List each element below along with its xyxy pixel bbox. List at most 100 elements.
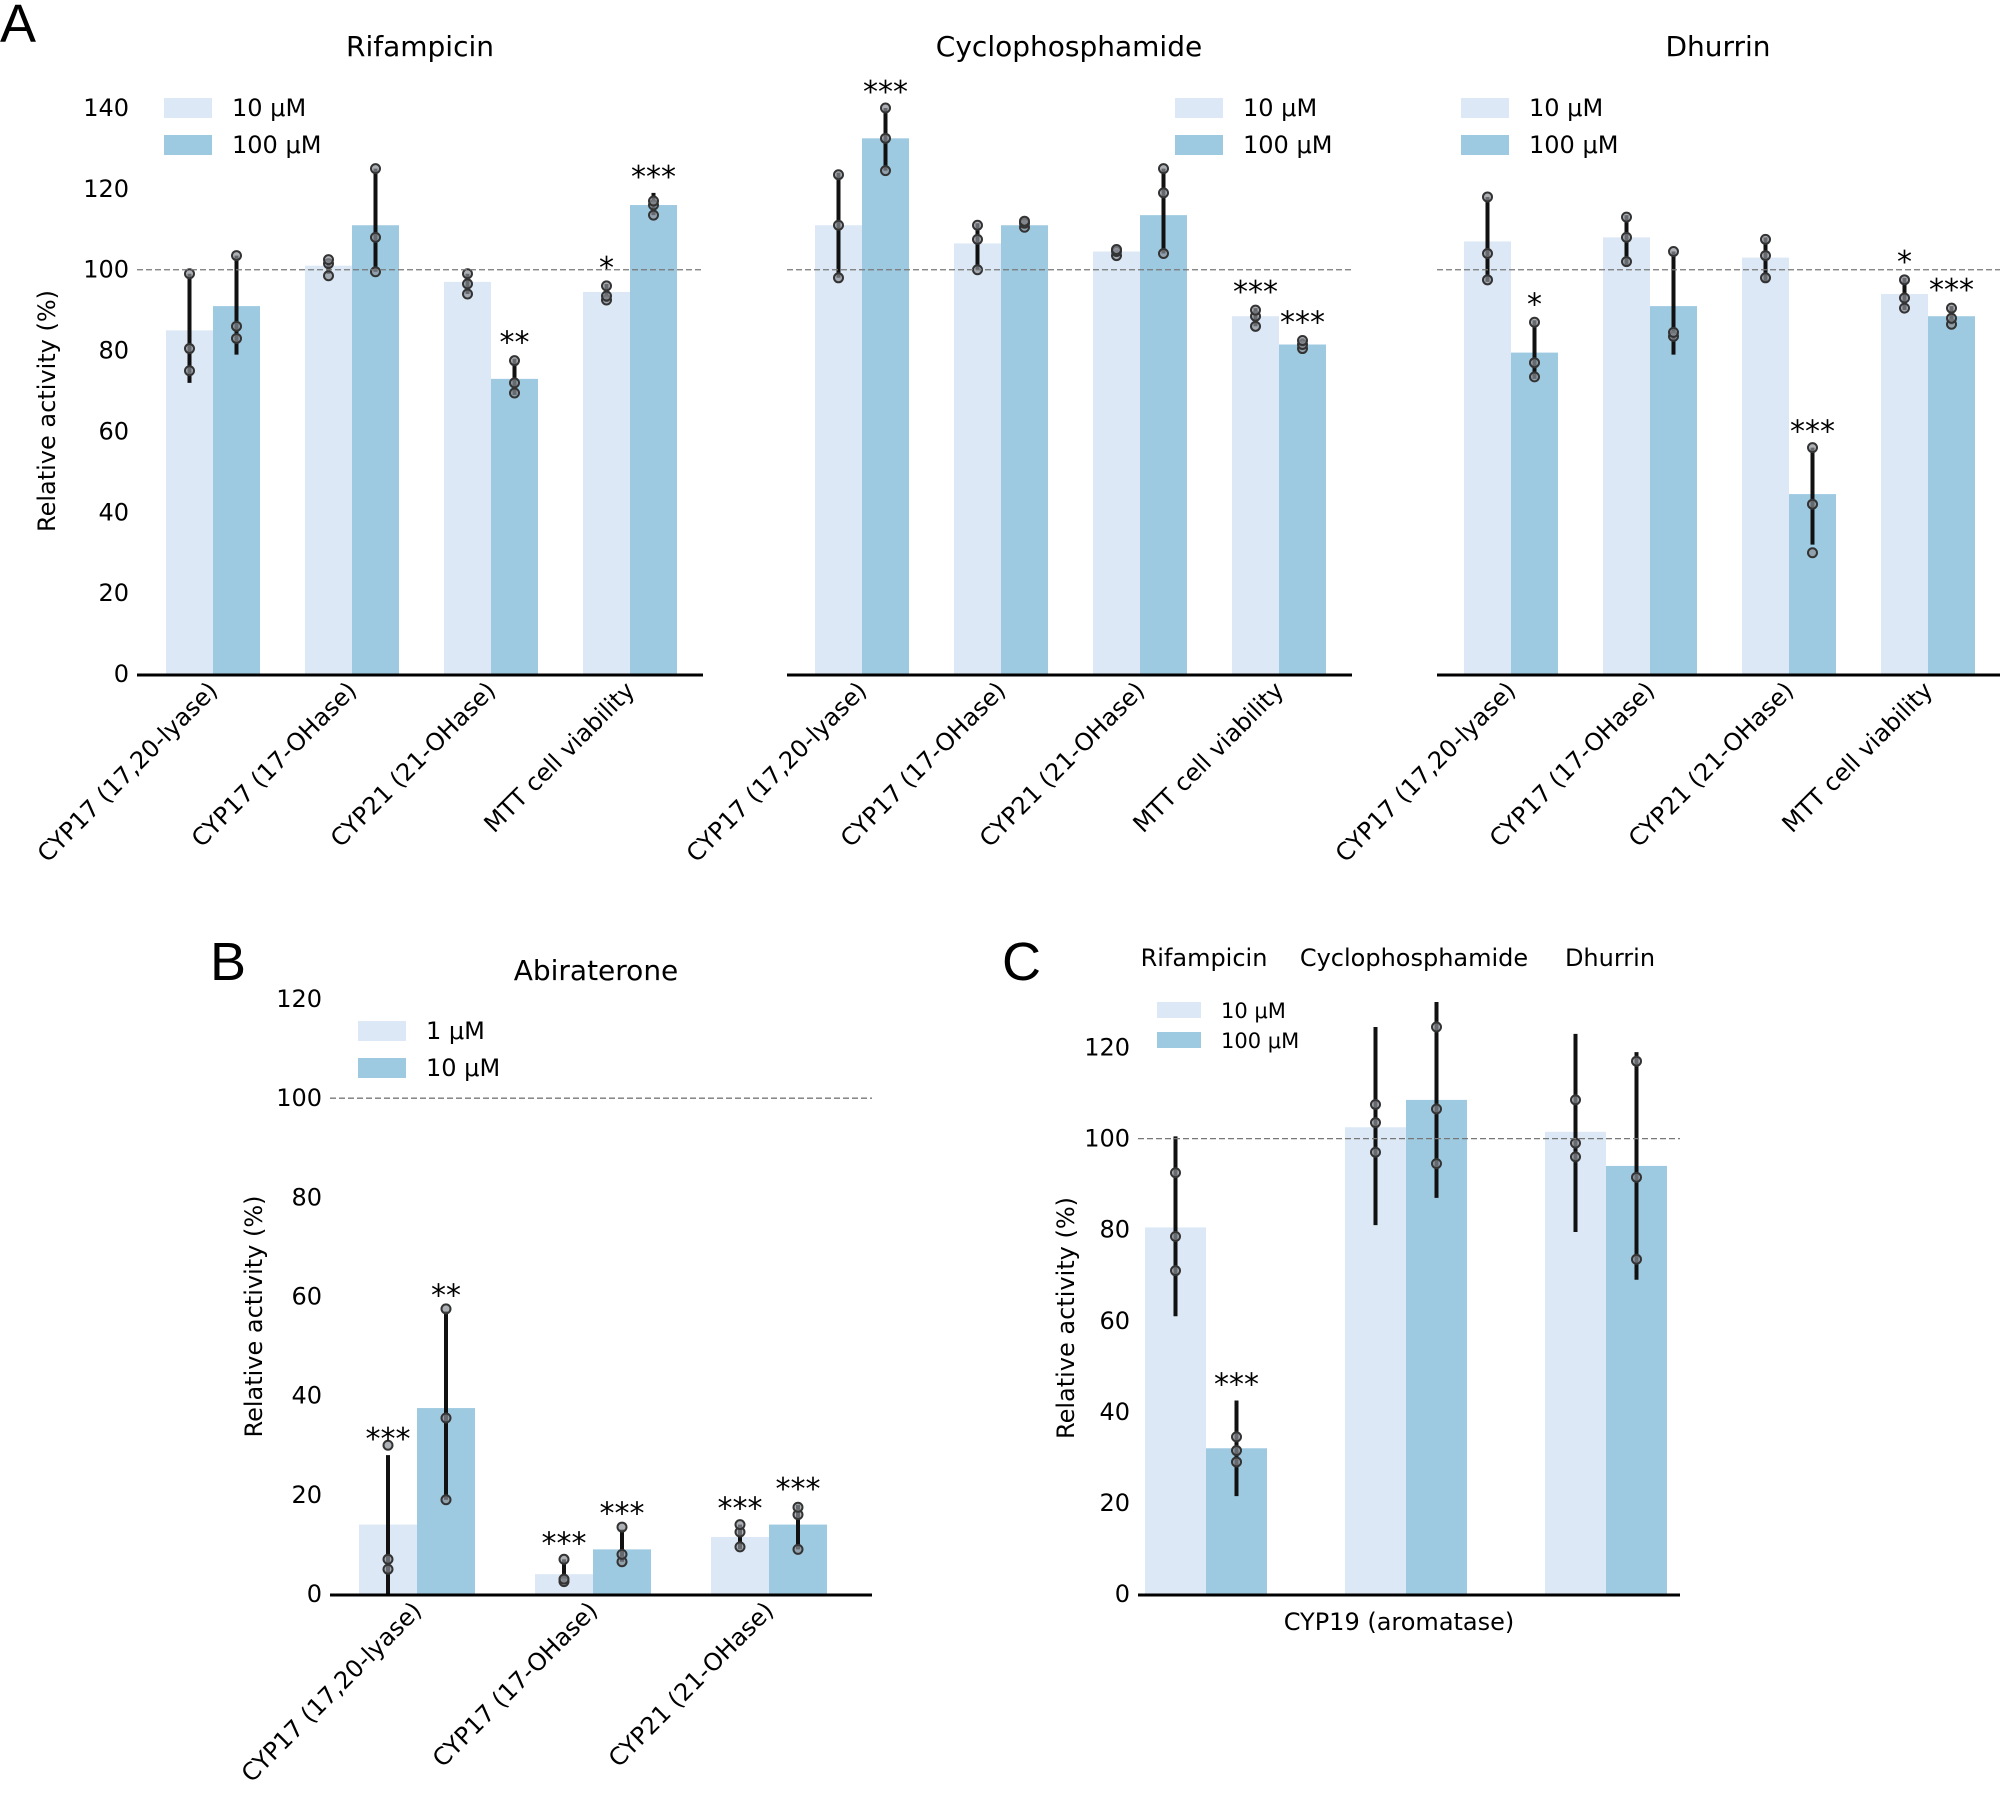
data-point [558,1573,570,1585]
significance-label: *** [366,1422,411,1457]
significance-label: ** [500,326,530,361]
y-tick-label: 0 [307,1580,322,1608]
data-point [1111,244,1122,255]
bar [352,225,399,674]
legend-label: 1 μM [426,1017,485,1045]
data-point [1170,1265,1181,1277]
legend-swatch [1461,135,1509,155]
significance-label: *** [1929,273,1974,308]
data-point [1170,1231,1181,1243]
data-point [1631,1253,1642,1265]
legend-swatch [358,1021,406,1041]
x-tick-label: CYP17 (17-OHase) [427,1596,603,1772]
y-tick-label: 40 [291,1382,322,1410]
y-axis-label: Relative activity (%) [33,290,61,532]
data-point [1250,304,1261,316]
significance-label: ** [431,1278,461,1313]
chart-title: Rifampicin [346,30,494,63]
data-point [1760,233,1771,245]
x-tick-label: CYP17 (17,20-lyase) [236,1596,427,1787]
bar [1464,241,1511,674]
data-point [1529,357,1540,369]
data-point [1946,312,1957,324]
data-point [184,365,195,377]
bar [862,138,909,675]
data-point [880,165,891,177]
data-point [734,1519,746,1531]
chart-title: Dhurrin [1665,30,1770,63]
data-point [1250,320,1261,332]
data-point [792,1543,804,1555]
data-point [833,219,844,231]
y-tick-label: 0 [114,660,129,688]
significance-label: *** [1280,305,1325,340]
data-point [880,132,891,144]
y-tick-label: 20 [98,579,129,607]
data-point [382,1553,394,1565]
group-title: Dhurrin [1565,944,1655,972]
y-tick-label: 140 [83,94,129,122]
legend-swatch [1175,135,1223,155]
significance-label: *** [542,1526,587,1561]
bar [1001,225,1048,674]
panel-label-b: B [210,932,246,992]
bar [1279,344,1326,674]
data-point [616,1548,628,1560]
data-point [1631,1055,1642,1067]
y-tick-label: 0 [1115,1580,1130,1608]
legend-label: 10 μM [426,1054,500,1082]
data-point [1231,1445,1242,1457]
data-point [1431,1103,1442,1115]
data-point [1431,1021,1442,1033]
y-tick-label: 60 [98,417,129,445]
data-point [323,270,334,282]
data-point [382,1563,394,1575]
bar [305,265,352,674]
data-point [1370,1098,1381,1110]
data-point [1760,272,1771,284]
significance-label: *** [776,1472,821,1507]
data-point [1899,292,1910,304]
legend-label: 10 μM [1529,94,1603,122]
data-point [1570,1137,1581,1149]
data-point [370,266,381,278]
data-point [1431,1158,1442,1170]
legend-label: 100 μM [1221,1029,1299,1053]
data-point [231,250,242,262]
bar [491,378,538,674]
data-point [440,1412,452,1424]
bar [1511,352,1558,674]
y-tick-label: 20 [291,1481,322,1509]
data-point [1621,256,1632,268]
significance-label: *** [863,75,908,110]
legend-swatch [358,1058,406,1078]
data-point [1158,163,1169,175]
bar [1093,251,1140,674]
legend-swatch [1157,1002,1201,1018]
y-tick-label: 120 [276,985,322,1013]
x-tick-label: CYP21 (21-OHase) [603,1596,779,1772]
significance-label: *** [1790,415,1835,450]
data-point [734,1541,746,1553]
data-point [1370,1117,1381,1129]
data-point [1570,1094,1581,1106]
data-point [1899,302,1910,314]
bar [1881,293,1928,674]
data-point [1529,371,1540,383]
bar [1232,316,1279,674]
data-point [1668,246,1679,258]
data-point [1231,1456,1242,1468]
data-point [509,355,520,367]
data-point [833,169,844,181]
data-point [370,231,381,243]
data-point [323,254,334,266]
bar [1650,306,1697,674]
data-point [558,1553,570,1565]
group-title: Rifampicin [1141,944,1268,972]
y-tick-label: 60 [291,1283,322,1311]
legend-swatch [1157,1032,1201,1048]
significance-label: *** [600,1497,645,1532]
data-point [648,209,659,221]
bar [1742,257,1789,674]
bar [166,330,213,674]
